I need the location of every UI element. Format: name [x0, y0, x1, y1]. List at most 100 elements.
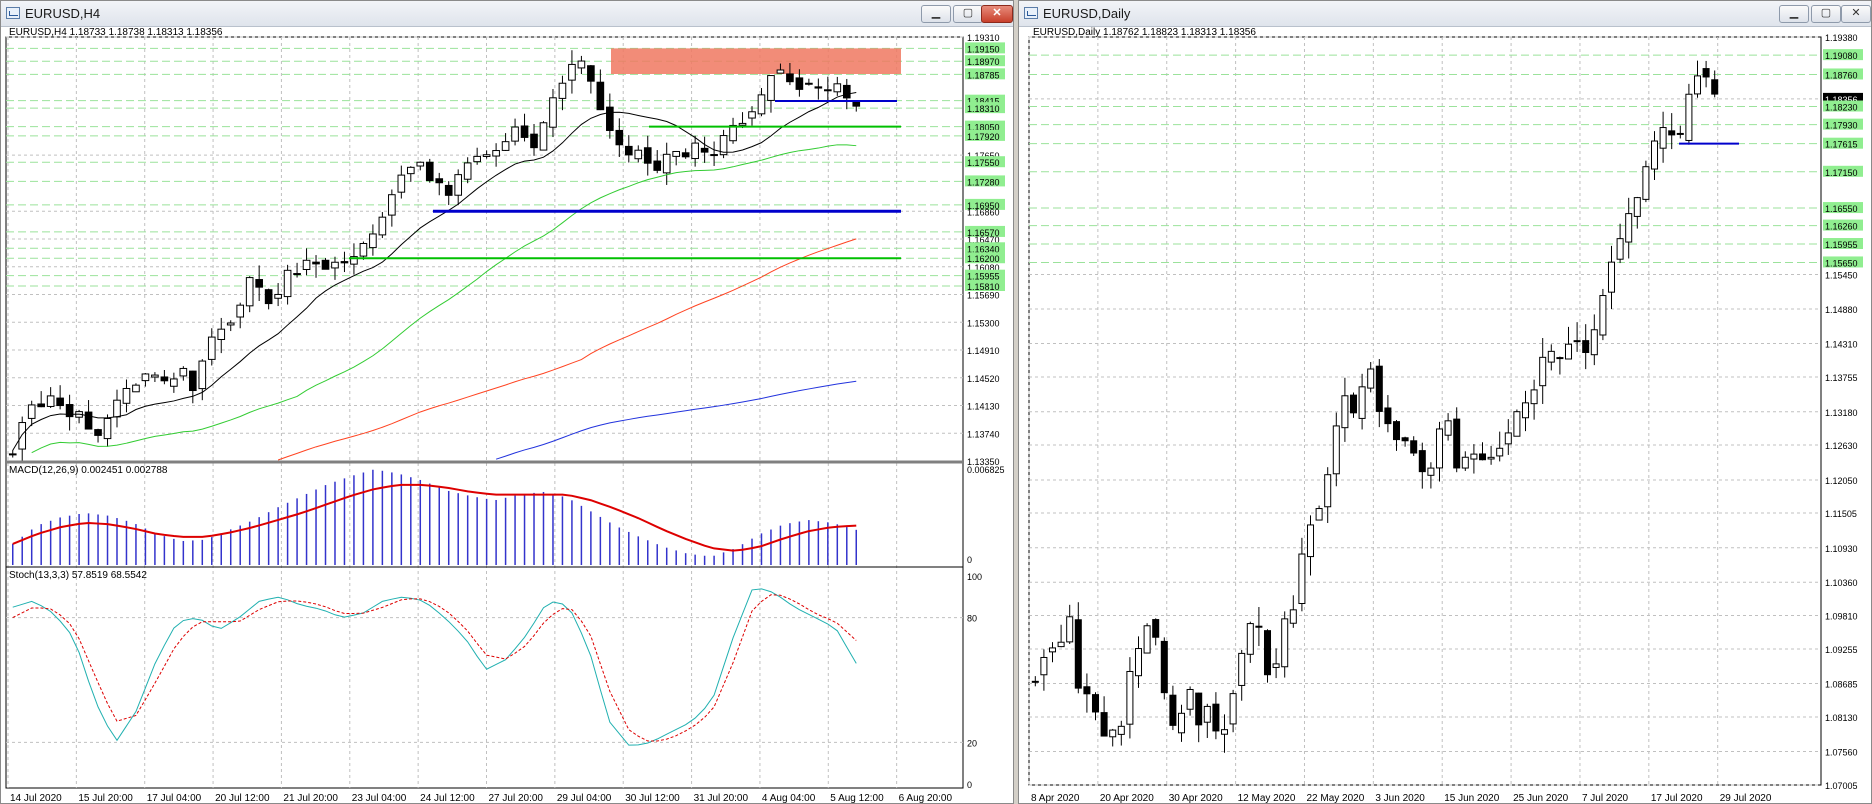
price-axis-label: 1.10360 — [1825, 578, 1858, 588]
price-axis-label: 1.12050 — [1825, 476, 1858, 486]
time-axis-label: 20 Apr 2020 — [1100, 793, 1154, 803]
close-button[interactable]: ✕ — [981, 5, 1013, 23]
candle-body — [624, 145, 633, 156]
macd-signal-line — [12, 483, 857, 552]
candle-body — [1281, 618, 1289, 668]
ma-blue-line — [495, 380, 857, 460]
candle-body — [151, 374, 159, 378]
macd-scale-label: 0.006825 — [967, 465, 1005, 475]
chart-header: EURUSD,Daily 1.18762 1.18823 1.18313 1.1… — [1033, 27, 1256, 38]
candle-body — [293, 273, 301, 276]
price-label-bg — [1823, 118, 1863, 130]
candle-body — [94, 429, 102, 436]
candle-body — [141, 373, 150, 382]
price-axis-label: 1.16340 — [967, 244, 1000, 254]
price-axis-label: 1.19080 — [1825, 51, 1858, 61]
daily-chart-area[interactable]: 8 Apr 2020 20 Apr 2020 30 Apr 2020 12 May 2… — [1019, 27, 1871, 803]
time-axis-label: 14 Jul 2020 — [10, 793, 62, 803]
candle-body — [1573, 340, 1581, 343]
candle-body — [1048, 647, 1057, 653]
candle-body — [681, 152, 690, 158]
candle-body — [1255, 625, 1263, 628]
ma-red-line — [277, 238, 857, 461]
candle-body — [1513, 411, 1521, 437]
price-axis-label: 1.08685 — [1825, 679, 1858, 689]
candle-body — [18, 422, 27, 450]
price-label-bg — [1823, 49, 1863, 61]
candle-body — [160, 376, 169, 382]
candle-body — [833, 83, 842, 93]
price-axis-label: 1.15810 — [967, 282, 1000, 292]
stoch-main-line — [12, 588, 857, 746]
candle-body — [217, 328, 226, 340]
price-label-bg — [1823, 165, 1863, 177]
candle-body — [27, 404, 36, 419]
price-axis-label: 1.12630 — [1825, 441, 1858, 451]
candle-body — [1186, 688, 1194, 710]
candle-body — [56, 397, 64, 407]
candle-body — [1642, 166, 1650, 200]
price-axis-label: 1.15450 — [1825, 271, 1858, 281]
maximize-button[interactable]: ▢ — [1811, 5, 1841, 23]
candle-body — [302, 259, 311, 270]
candle-body — [1504, 432, 1512, 445]
candle-body — [1212, 703, 1220, 732]
price-axis-label: 1.09810 — [1825, 611, 1858, 621]
candle-body — [132, 384, 140, 393]
time-axis-label: 23 Jul 04:00 — [352, 793, 407, 803]
price-label-bg — [965, 120, 1005, 132]
price-axis-label: 1.14310 — [1825, 339, 1858, 349]
chart-background — [1, 27, 1013, 803]
candle-body — [46, 395, 55, 407]
window-titlebar[interactable]: EURUSD,H4 ▁ ▢ ✕ — [1, 1, 1013, 27]
chart-window-h4[interactable]: EURUSD,H4 ▁ ▢ ✕ 14 Jul 2020 15 Jul 20:00 1… — [0, 0, 1014, 804]
chart-window-daily[interactable]: EURUSD,Daily ▁ ▢ ✕ 8 Apr 2020 20 Apr 2020… — [1018, 0, 1872, 804]
price-axis-label: 1.13755 — [1825, 373, 1858, 383]
candle-body — [1616, 238, 1624, 260]
time-axis-label: 27 Jul 20:00 — [489, 793, 544, 803]
candle-body — [1676, 132, 1684, 135]
time-axis-label: 15 Jun 2020 — [1444, 793, 1499, 803]
macd-scale-label: 0 — [967, 555, 972, 565]
candle-body — [1324, 474, 1332, 508]
stoch-scale-label: 80 — [967, 614, 977, 624]
candle-body — [264, 289, 273, 305]
candle-body — [549, 97, 557, 128]
candle-body — [492, 150, 500, 157]
candle-body — [1711, 79, 1719, 95]
maximize-button[interactable]: ▢ — [953, 5, 983, 23]
candle-body — [1401, 437, 1409, 442]
candle-body — [1418, 450, 1426, 473]
price-label-bg — [965, 198, 1005, 210]
candle-body — [388, 194, 396, 216]
candle-body — [321, 259, 330, 270]
candle-body — [1289, 609, 1297, 624]
candle-body — [331, 261, 339, 269]
minimize-button[interactable]: ▁ — [1779, 5, 1809, 23]
time-axis-label: 22 May 2020 — [1306, 793, 1364, 803]
candle-body — [1074, 619, 1082, 689]
price-axis-label: 1.14910 — [967, 346, 1000, 356]
price-label-bg — [965, 269, 1005, 281]
window-titlebar[interactable]: EURUSD,Daily ▁ ▢ ✕ — [1019, 1, 1871, 27]
candle-body — [1126, 670, 1134, 725]
candle-body — [1375, 365, 1383, 412]
candle-body — [84, 411, 93, 430]
time-axis-label: 17 Jul 04:00 — [147, 793, 202, 803]
time-axis-label: 7 Jul 2020 — [1582, 793, 1629, 803]
candle-body — [643, 147, 652, 164]
price-axis-label: 1.13180 — [1825, 408, 1858, 418]
price-label-bg — [1823, 68, 1863, 80]
candle-body — [340, 261, 349, 264]
candle-body — [1693, 75, 1702, 95]
minimize-button[interactable]: ▁ — [921, 5, 951, 23]
price-axis-label: 1.07005 — [1825, 781, 1858, 791]
candle-body — [1203, 705, 1211, 723]
price-axis-label: 1.18230 — [1825, 103, 1858, 113]
price-label-bg — [1823, 256, 1863, 268]
h4-chart-area[interactable]: 14 Jul 2020 15 Jul 20:00 17 Jul 04:00 20 Ju… — [1, 27, 1013, 803]
candle-body — [814, 86, 823, 89]
candle-body — [1607, 261, 1616, 293]
candle-body — [1220, 729, 1229, 735]
close-button[interactable]: ✕ — [1841, 5, 1871, 23]
